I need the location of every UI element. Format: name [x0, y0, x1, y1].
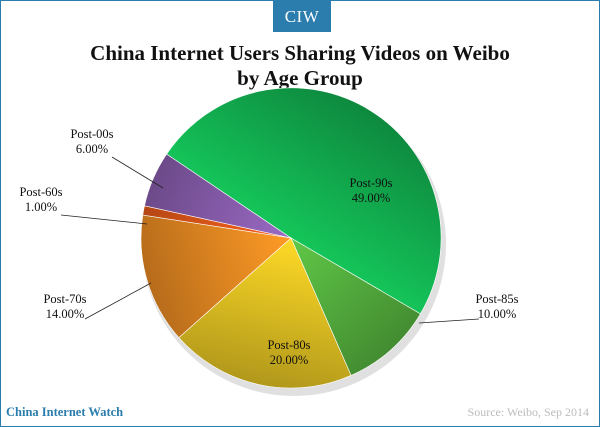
source-note: Source: Weibo, Sep 2014 — [467, 405, 589, 419]
slice-label-post-70s: Post-70s — [43, 292, 86, 306]
leader-line-post-85s — [418, 318, 480, 324]
slice-value-post-80s: 20.00% — [270, 353, 309, 367]
slice-value-post-85s: 10.00% — [478, 307, 517, 321]
pie-slice-post-90s — [166, 87, 442, 315]
chart-title-line-1: China Internet Users Sharing Videos on W… — [90, 41, 510, 65]
pie-slice-post-80s — [178, 237, 352, 389]
leader-line-post-60s — [60, 214, 148, 225]
slice-value-post-00s: 6.00% — [76, 142, 108, 156]
leader-line-post-00s — [111, 156, 164, 189]
slice-label-post-80s: Post-80s — [267, 338, 310, 352]
slice-value-post-60s: 1.00% — [25, 200, 57, 214]
slice-value-post-90s: 49.00% — [352, 191, 391, 205]
slice-label-post-90s: Post-90s — [349, 176, 392, 190]
pie-slice-post-85s — [290, 237, 421, 376]
slice-label-post-60s: Post-60s — [19, 185, 62, 199]
leader-line-post-70s — [84, 282, 152, 320]
brand-name: China Internet Watch — [6, 405, 124, 419]
chart-title: China Internet Users Sharing Videos on W… — [1, 41, 599, 91]
slice-label-post-00s: Post-00s — [70, 127, 113, 141]
chart-title-line-2: by Age Group — [237, 66, 363, 90]
ciw-logo: CIW — [273, 1, 331, 32]
slice-value-post-70s: 14.00% — [46, 307, 85, 321]
slice-label-post-85s: Post-85s — [475, 292, 518, 306]
pie-slice-post-00s — [144, 153, 292, 239]
